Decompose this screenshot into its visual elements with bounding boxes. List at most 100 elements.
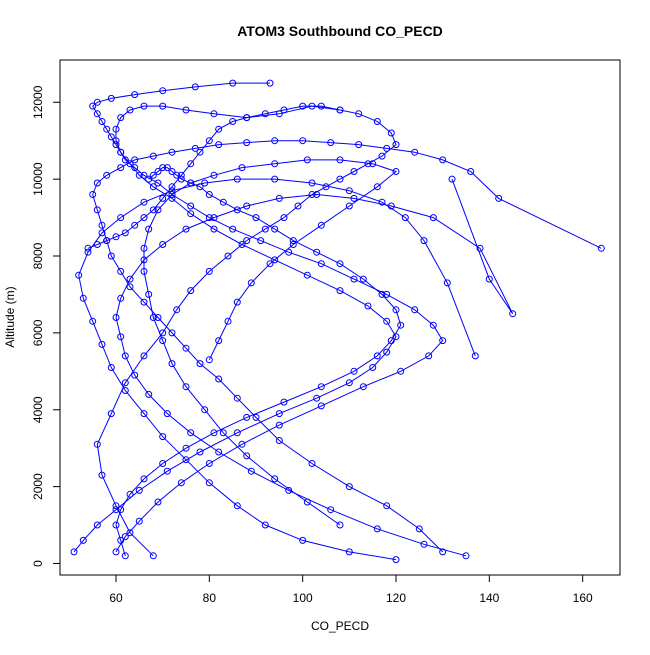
y-tick-label: 12000 [31,85,45,119]
data-point [411,306,419,314]
data-point [163,164,171,172]
data-point [439,548,447,556]
data-point [275,110,283,118]
data-point [98,118,106,125]
data-point [308,460,316,467]
data-point [243,139,251,147]
data-point [154,314,162,321]
data-point [168,194,176,202]
data-point [467,168,475,175]
data-point [196,183,204,191]
chart-title: ATOM3 Southbound CO_PECD [237,23,443,39]
data-point [233,298,241,306]
data-point [392,168,400,175]
data-point [289,241,297,248]
data-point [126,529,134,537]
data-point [443,279,451,287]
data-point [238,164,246,172]
data-point [261,521,269,529]
data-point [350,168,358,175]
data-point [285,248,293,256]
data-point [117,214,125,222]
data-point [266,260,274,268]
data-point [121,533,129,541]
data-point [378,152,386,160]
data-point [117,114,125,122]
data-point [317,102,325,110]
data-point [201,179,209,187]
data-point [159,460,167,467]
y-tick-label: 6000 [31,319,45,346]
series-0 [84,102,400,560]
x-tick-label: 60 [109,591,123,605]
data-point [420,540,428,548]
data-point [126,160,134,168]
data-point [294,202,302,210]
data-point [373,183,381,191]
series-3 [89,79,447,556]
data-point [495,194,503,202]
data-point [154,179,162,187]
data-point [336,287,344,295]
data-point [336,175,344,183]
data-point [145,290,153,298]
data-point [131,91,139,99]
data-point [140,102,148,110]
data-point [303,271,311,279]
data-point [275,410,283,418]
data-point [140,214,148,222]
series-line [115,167,402,556]
data-point [289,237,297,245]
data-point [401,214,409,222]
data-point [317,402,325,410]
data-point [103,171,111,179]
data-point [93,440,101,448]
plot-area [70,79,605,564]
data-point [131,164,139,172]
data-point [112,506,120,514]
data-point [107,364,115,371]
data-point [117,506,125,514]
data-point [196,148,204,156]
data-point [462,552,470,560]
data-point [131,371,139,379]
data-point [159,337,167,345]
data-point [313,248,321,256]
data-point [411,148,419,156]
data-point [112,548,120,556]
data-point [303,498,311,506]
data-point [233,175,241,183]
data-point [233,206,241,214]
data-point [238,241,246,248]
data-point [89,191,97,198]
data-point [205,479,213,487]
data-point [308,179,316,187]
data-point [299,536,307,544]
data-point [420,237,428,245]
data-point [257,237,265,245]
data-point [168,360,176,368]
data-point [308,102,316,110]
data-point [149,314,157,321]
y-tick-label: 2000 [31,473,45,500]
data-point [383,144,391,152]
data-point [182,456,190,464]
data-point [98,221,106,229]
series-6 [70,102,400,556]
data-point [229,118,237,125]
data-point [215,337,223,345]
data-point [75,271,83,279]
data-point [205,137,213,145]
data-point [163,410,171,418]
data-point [187,287,195,295]
data-point [345,379,353,387]
data-point [168,183,176,191]
data-point [271,160,279,168]
data-point [173,306,181,314]
data-point [439,156,447,164]
data-point [210,225,218,233]
data-point [313,394,321,402]
data-point [345,202,353,210]
data-point [121,552,129,560]
